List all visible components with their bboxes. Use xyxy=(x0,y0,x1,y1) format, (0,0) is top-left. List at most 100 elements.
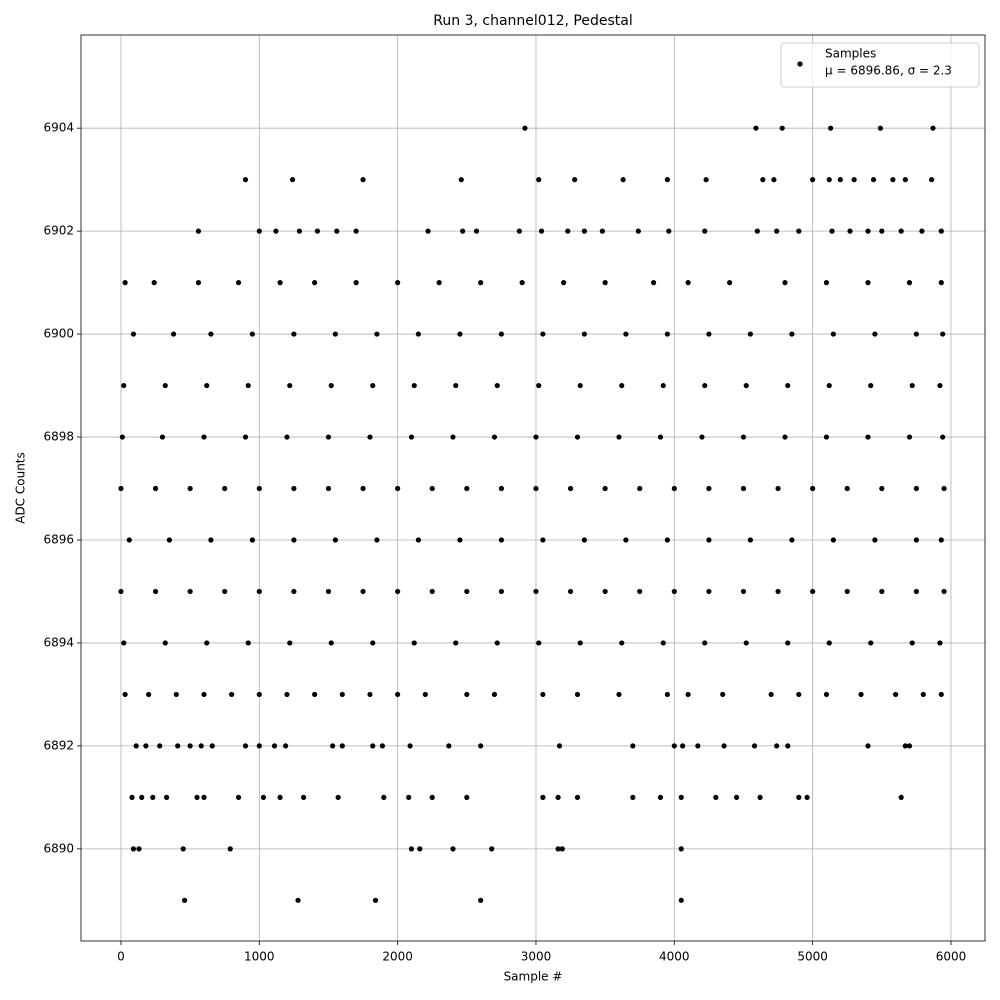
point xyxy=(152,588,159,595)
point xyxy=(208,331,214,337)
point xyxy=(121,640,127,646)
point xyxy=(757,794,763,800)
point xyxy=(201,434,207,440)
point xyxy=(166,537,172,543)
point xyxy=(457,537,463,543)
point xyxy=(565,228,571,234)
point xyxy=(130,331,137,337)
point xyxy=(844,588,850,595)
point xyxy=(574,434,581,440)
point xyxy=(491,691,498,698)
point xyxy=(671,743,677,749)
point xyxy=(245,640,251,646)
y-axis-label: ADC Counts xyxy=(14,452,28,524)
point xyxy=(637,485,643,492)
point xyxy=(830,537,836,543)
point xyxy=(938,280,944,286)
point xyxy=(666,228,672,234)
point xyxy=(913,485,919,492)
point xyxy=(902,743,908,749)
point xyxy=(367,434,373,440)
point xyxy=(810,177,816,183)
y-tick-label: 6902 xyxy=(43,224,74,238)
point xyxy=(498,485,504,492)
point xyxy=(287,640,293,646)
point xyxy=(720,691,726,698)
legend-box xyxy=(780,42,980,88)
point xyxy=(139,794,145,800)
point xyxy=(727,280,733,286)
point xyxy=(657,434,664,440)
point xyxy=(702,640,708,646)
point xyxy=(136,846,142,852)
point xyxy=(890,177,896,183)
point xyxy=(242,434,249,440)
point xyxy=(740,485,747,492)
y-tick-label: 6896 xyxy=(43,532,74,546)
point xyxy=(182,897,188,903)
point xyxy=(118,588,124,595)
point xyxy=(893,691,899,698)
point xyxy=(425,228,431,234)
point xyxy=(870,177,877,183)
point xyxy=(195,280,202,286)
point xyxy=(256,743,262,749)
point xyxy=(555,794,561,800)
point xyxy=(330,743,336,749)
point xyxy=(175,743,181,749)
point xyxy=(536,640,542,646)
point xyxy=(370,382,376,389)
point xyxy=(374,331,380,337)
point xyxy=(498,588,504,595)
point xyxy=(395,485,401,492)
point xyxy=(118,485,124,492)
point xyxy=(785,382,791,389)
point xyxy=(754,228,760,234)
point xyxy=(678,846,684,852)
point xyxy=(146,691,152,698)
point xyxy=(408,846,415,852)
point xyxy=(706,588,712,595)
point xyxy=(930,125,936,131)
point xyxy=(635,228,641,234)
point xyxy=(879,485,885,492)
point xyxy=(623,537,629,543)
point xyxy=(314,228,321,234)
point xyxy=(473,228,480,234)
point xyxy=(779,125,785,131)
point xyxy=(536,177,542,183)
point xyxy=(702,382,708,389)
point xyxy=(291,588,297,595)
point xyxy=(706,331,712,337)
point xyxy=(540,794,546,800)
point xyxy=(291,537,297,543)
point xyxy=(826,382,832,389)
point xyxy=(920,691,926,698)
point xyxy=(119,434,125,440)
point xyxy=(256,228,262,234)
point xyxy=(300,794,307,800)
y-tick-label: 6904 xyxy=(43,121,74,135)
point xyxy=(325,485,332,492)
point xyxy=(630,794,636,800)
point xyxy=(417,846,423,852)
point xyxy=(249,537,255,543)
point xyxy=(381,794,387,800)
point xyxy=(408,434,415,440)
point xyxy=(436,280,442,286)
point xyxy=(271,743,278,749)
point xyxy=(227,846,233,852)
point xyxy=(415,331,421,337)
point xyxy=(619,640,625,646)
point xyxy=(339,743,345,749)
point xyxy=(906,743,913,749)
point xyxy=(630,743,636,749)
y-tick-label: 6898 xyxy=(43,430,74,444)
point xyxy=(868,640,874,646)
point xyxy=(204,382,210,389)
point xyxy=(122,280,128,286)
plot-frame xyxy=(80,34,986,942)
point xyxy=(498,331,504,337)
point xyxy=(374,537,380,543)
point xyxy=(422,691,428,698)
